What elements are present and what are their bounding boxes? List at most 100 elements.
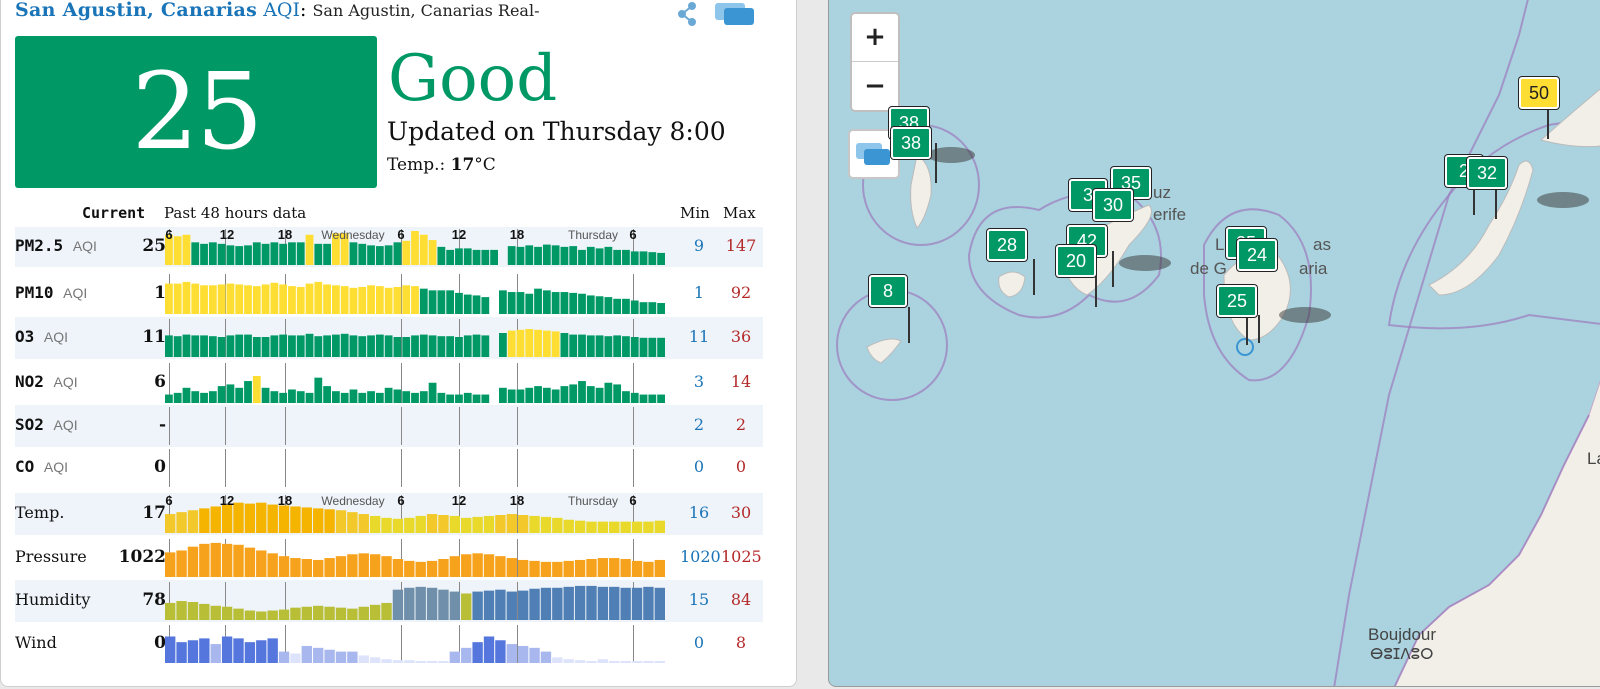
chart-bar[interactable] bbox=[278, 609, 290, 620]
chart-bar[interactable] bbox=[301, 507, 313, 533]
chart-bar[interactable] bbox=[358, 392, 367, 403]
zoom-out-button[interactable]: − bbox=[864, 71, 886, 101]
chart-bar[interactable] bbox=[404, 560, 415, 577]
chart-bar[interactable] bbox=[455, 292, 463, 314]
chart-bar[interactable] bbox=[200, 285, 208, 314]
chart-bar[interactable] bbox=[375, 334, 384, 357]
chart-bar[interactable] bbox=[200, 392, 208, 403]
chart-bar[interactable] bbox=[560, 246, 569, 265]
chart-bar[interactable] bbox=[411, 392, 419, 403]
chart-bar[interactable] bbox=[165, 234, 173, 265]
chart-bar[interactable] bbox=[392, 518, 404, 533]
chart-bar[interactable] bbox=[314, 336, 323, 357]
chart-bar[interactable] bbox=[552, 587, 563, 620]
chart-bar[interactable] bbox=[314, 377, 323, 403]
chart-bar[interactable] bbox=[428, 240, 437, 265]
chart-bar[interactable] bbox=[438, 589, 449, 620]
chart-bar[interactable] bbox=[182, 234, 191, 265]
chart-bar[interactable] bbox=[648, 394, 657, 403]
row-chart[interactable]: 6 12 18 Wednesday 6 12 18 Thursday 6 bbox=[163, 493, 668, 535]
table-row-pm25[interactable]: PM2.5 AQI 25 9 147 6 12 18 Wednesday 6 12 18 Thursd… bbox=[15, 227, 763, 267]
chart-bar[interactable] bbox=[551, 245, 560, 265]
chart-bar[interactable] bbox=[595, 335, 604, 357]
chart-bar[interactable] bbox=[463, 294, 472, 314]
row-chart[interactable] bbox=[163, 405, 668, 447]
row-chart[interactable] bbox=[163, 447, 668, 489]
chart-bar[interactable] bbox=[176, 642, 187, 663]
chart-bar[interactable] bbox=[506, 514, 517, 533]
chart-bar[interactable] bbox=[314, 281, 323, 314]
chart-bar[interactable] bbox=[256, 611, 267, 620]
aqi-marker[interactable]: 28 bbox=[987, 229, 1028, 261]
chart-bar[interactable] bbox=[340, 286, 349, 314]
chart-bar[interactable] bbox=[648, 337, 657, 357]
chart-bar[interactable] bbox=[221, 636, 233, 663]
chart-bar[interactable] bbox=[384, 287, 393, 314]
chart-bar[interactable] bbox=[597, 586, 609, 620]
chart-bar[interactable] bbox=[270, 335, 279, 357]
chart-bar[interactable] bbox=[586, 335, 595, 357]
chart-bar[interactable] bbox=[165, 636, 176, 663]
aqi-marker[interactable]: 50 bbox=[1519, 77, 1560, 109]
chart-bar[interactable] bbox=[630, 337, 639, 357]
chart-bar[interactable] bbox=[552, 657, 563, 663]
chart-bar[interactable] bbox=[335, 556, 347, 577]
chart-bar[interactable] bbox=[586, 386, 595, 403]
chart-bar[interactable] bbox=[540, 651, 552, 663]
chart-bar[interactable] bbox=[305, 234, 314, 265]
chart-bar[interactable] bbox=[210, 644, 221, 663]
chart-bar[interactable] bbox=[187, 546, 199, 577]
chart-bar[interactable] bbox=[461, 517, 472, 533]
chart-bar[interactable] bbox=[278, 556, 290, 577]
chart-bar[interactable] bbox=[438, 515, 449, 533]
chart-bar[interactable] bbox=[165, 394, 173, 403]
chart-bar[interactable] bbox=[609, 586, 620, 620]
chart-bar[interactable] bbox=[367, 245, 375, 265]
aqi-marker[interactable]: 20 bbox=[1056, 245, 1097, 277]
chart-bar[interactable] bbox=[279, 392, 288, 403]
chart-bar[interactable] bbox=[256, 640, 267, 663]
chart-bar[interactable] bbox=[393, 242, 402, 265]
chart-bar[interactable] bbox=[569, 334, 578, 357]
chart-bar[interactable] bbox=[495, 640, 506, 663]
map-basemap[interactable] bbox=[829, 0, 1600, 687]
chart-bar[interactable] bbox=[560, 333, 569, 357]
chart-bar[interactable] bbox=[324, 509, 335, 533]
chart-bar[interactable] bbox=[483, 554, 495, 577]
chart-bar[interactable] bbox=[208, 391, 217, 403]
chart-bar[interactable] bbox=[609, 558, 620, 577]
chart-bar[interactable] bbox=[657, 303, 665, 314]
table-row-co[interactable]: CO AQI 0 0 0 bbox=[15, 447, 763, 489]
chart-bar[interactable] bbox=[392, 660, 404, 663]
chart-bar[interactable] bbox=[604, 246, 613, 265]
chart-bar[interactable] bbox=[551, 331, 560, 357]
chart-bar[interactable] bbox=[279, 284, 288, 314]
chart-bar[interactable] bbox=[187, 602, 199, 620]
chart-bar[interactable] bbox=[507, 389, 516, 403]
chart-bar[interactable] bbox=[495, 589, 506, 620]
chart-bar[interactable] bbox=[613, 384, 622, 403]
chart-bar[interactable] bbox=[324, 649, 335, 663]
chart-bar[interactable] bbox=[426, 560, 438, 577]
row-chart[interactable]: 6 12 18 Wednesday 6 12 18 Thursday 6 bbox=[163, 227, 668, 267]
chart-bar[interactable] bbox=[288, 389, 296, 403]
chart-bar[interactable] bbox=[639, 302, 648, 314]
chart-bar[interactable] bbox=[261, 387, 270, 403]
chart-bar[interactable] bbox=[221, 543, 233, 577]
chart-bar[interactable] bbox=[347, 554, 358, 577]
chart-bar[interactable] bbox=[426, 587, 438, 620]
chart-bar[interactable] bbox=[226, 335, 235, 357]
chart-bar[interactable] bbox=[657, 394, 665, 403]
chart-bar[interactable] bbox=[358, 655, 369, 663]
chart-bar[interactable] bbox=[597, 558, 609, 577]
chart-bar[interactable] bbox=[461, 593, 472, 620]
chart-bar[interactable] bbox=[367, 285, 375, 314]
chart-bar[interactable] bbox=[613, 249, 622, 265]
chart-bar[interactable] bbox=[278, 651, 290, 663]
chart-bar[interactable] bbox=[288, 286, 296, 314]
chart-bar[interactable] bbox=[516, 329, 525, 357]
chart-bar[interactable] bbox=[631, 560, 643, 577]
chart-bar[interactable] bbox=[323, 335, 331, 357]
chart-bar[interactable] bbox=[595, 248, 604, 265]
chart-bar[interactable] bbox=[438, 661, 449, 663]
